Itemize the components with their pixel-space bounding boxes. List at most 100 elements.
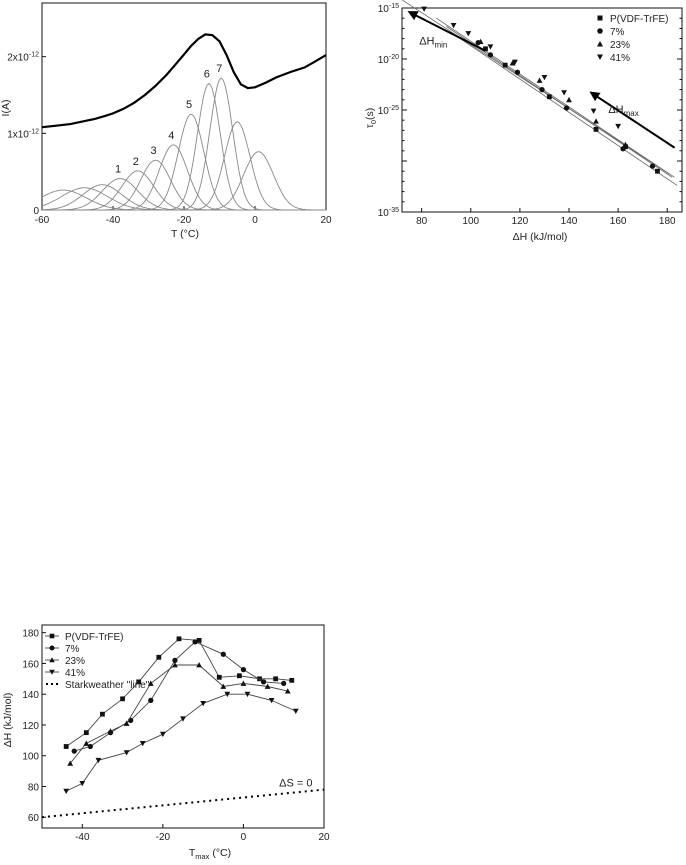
chart2-legend-marker — [597, 28, 603, 34]
chart3-data-point — [216, 674, 222, 680]
chart2-plot-area: 80 100 120 140 160 180 10-15 10-20 10-25 10-35 ΔHm… — [378, 0, 683, 227]
chart1-partial-peak — [42, 82, 326, 211]
chart3-data-point — [281, 680, 287, 687]
chart3-x-tick-label: 20 — [318, 832, 330, 843]
chart3-data-point — [196, 662, 202, 668]
chart3-data-point — [260, 679, 267, 685]
chart1-peak-label: 6 — [204, 69, 210, 81]
chart3-data-point — [237, 673, 242, 679]
chart3-data-point — [95, 757, 102, 764]
chart3-data-point — [83, 730, 89, 736]
chart3-legend-marker — [49, 633, 55, 639]
chart1-peak-label: 1 — [115, 164, 121, 176]
chart1-peak-label: 2 — [133, 156, 139, 168]
enthalpy-vs-tmax-chart: -40 -20 0 20 60 80 100 120 140 160 180 ΔS = 0 P(VDF-… — [2, 624, 330, 861]
chart3-series-line — [66, 693, 296, 792]
chart3-plot-area: -40 -20 0 20 60 80 100 120 140 160 180 ΔS = 0 P(VDF-… — [22, 624, 330, 843]
chart2-data-point — [536, 77, 543, 83]
chart2-data-point — [622, 141, 629, 148]
chart2-annotation: ΔHmax — [608, 104, 638, 118]
chart2-data-point — [561, 90, 567, 96]
chart2-data-point — [615, 123, 622, 130]
chart2-x-tick-label: 100 — [462, 216, 479, 227]
chart3-data-point — [148, 697, 154, 703]
chart3-y-tick-label: 60 — [28, 813, 40, 824]
chart2-x-tick-label: 160 — [610, 216, 627, 227]
chart3-data-point — [63, 788, 70, 794]
chart2-y-tick-label: 10-15 — [378, 3, 399, 15]
chart3-y-tick-label: 140 — [22, 690, 39, 701]
chart3-starkweather-line — [41, 788, 325, 819]
chart3-data-point — [284, 688, 291, 694]
chart1-peak-label: 5 — [186, 99, 192, 111]
chart3-data-point — [71, 748, 77, 754]
chart2-data-point — [649, 163, 656, 169]
chart3-legend-label: 41% — [65, 668, 85, 679]
chart1-y-tick-label: 1x10-12 — [7, 128, 39, 140]
chart3-data-point — [159, 731, 166, 738]
chart1-frame — [41, 2, 327, 211]
chart3-data-point — [147, 680, 154, 686]
chart3-series-line — [74, 641, 284, 752]
chart2-y-tick-label: 10-35 — [378, 207, 399, 219]
chart2-data-point — [465, 31, 472, 37]
chart3-data-point — [200, 701, 207, 707]
chart3-data-point — [83, 740, 90, 746]
chart2-data-point — [563, 105, 570, 111]
chart2-legend-marker — [597, 54, 603, 60]
chart1-x-tick-label: -20 — [177, 215, 192, 226]
chart3-annotation: ΔS = 0 — [279, 777, 312, 789]
chart3-data-point — [292, 708, 299, 715]
chart3-data-point — [172, 662, 178, 668]
chart3-x-tick-label: -40 — [75, 832, 90, 843]
chart3-data-point — [257, 676, 262, 682]
chart3-data-point — [100, 711, 105, 717]
chart1-partial-peak — [42, 170, 326, 211]
chart3-data-point — [139, 741, 146, 747]
chart3-data-point — [240, 666, 247, 673]
chart2-data-point — [477, 38, 484, 45]
chart2-data-point — [541, 74, 548, 81]
chart1-y-tick-label: 2x10-12 — [7, 52, 39, 64]
chart3-data-point — [176, 636, 182, 642]
chart3-data-point — [244, 691, 251, 698]
chart3-data-point — [107, 728, 114, 734]
chart3-data-point — [123, 720, 130, 726]
chart2-data-point — [593, 118, 599, 124]
chart2-legend-marker — [597, 41, 603, 47]
chart1-partial-peak — [42, 144, 326, 211]
chart3-data-point — [240, 680, 247, 686]
chart3-data-point — [180, 716, 186, 722]
chart3-y-tick-label: 180 — [22, 629, 39, 640]
chart1-peak-label: 7 — [216, 63, 222, 75]
chart3-data-point — [220, 651, 226, 657]
chart3-y-tick-label: 80 — [28, 782, 40, 793]
chart2-data-point — [512, 59, 518, 65]
chart3-series-line — [65, 638, 292, 747]
chart1-partial-peak — [42, 178, 326, 211]
chart3-legend-marker — [49, 669, 55, 675]
chart3-legend-label: Starkweather "line" — [65, 680, 150, 691]
chart2-y-label: τ0(s) — [364, 108, 378, 129]
chart3-data-point — [120, 696, 125, 702]
chart2-x-tick-label: 80 — [416, 216, 428, 227]
chart3-legend-marker — [49, 645, 55, 651]
chart2-x-tick-label: 120 — [512, 216, 529, 227]
chart3-x-tick-label: -20 — [156, 832, 171, 843]
chart2-data-point — [509, 60, 516, 66]
chart1-global-curve — [41, 33, 327, 129]
chart3-data-point — [63, 744, 69, 749]
chart2-data-point — [539, 86, 545, 93]
chart1-x-tick-label: 20 — [320, 215, 332, 226]
chart3-data-point — [268, 697, 275, 704]
chart1-y-label: I(A) — [0, 100, 12, 117]
chart2-legend-label: 41% — [610, 53, 630, 64]
chart1-x-tick-label: 0 — [252, 215, 258, 226]
chart3-y-tick-label: 160 — [22, 659, 39, 670]
chart3-data-point — [79, 781, 86, 787]
chart3-data-point — [273, 676, 279, 682]
chart3-legend-label: P(VDF-TrFE) — [65, 632, 124, 643]
chart2-x-tick-label: 180 — [659, 216, 676, 227]
chart2-data-point — [590, 108, 597, 114]
